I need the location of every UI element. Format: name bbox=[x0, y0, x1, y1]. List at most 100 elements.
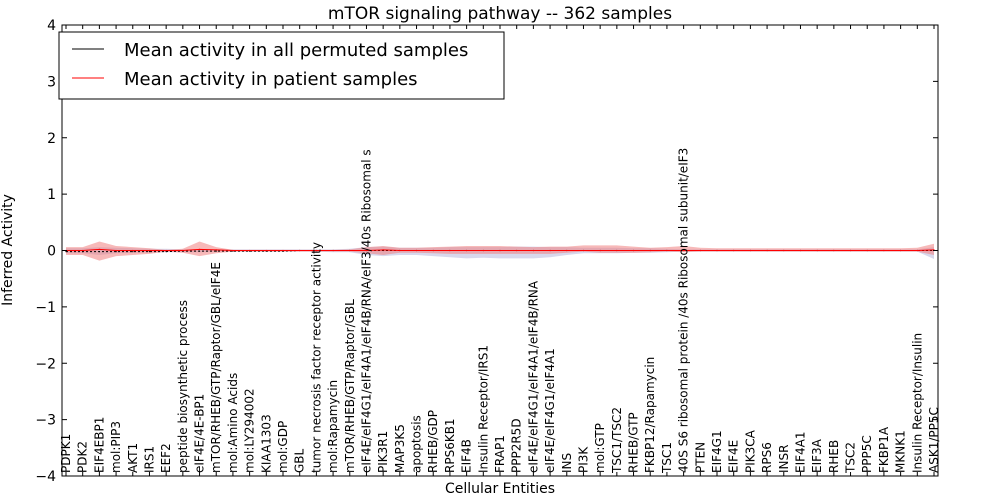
x-tick-label: FKBP1A bbox=[877, 426, 891, 473]
point-patient bbox=[799, 249, 802, 252]
x-tick-label: RPS6 bbox=[760, 442, 774, 473]
point-patient bbox=[249, 249, 251, 252]
point-permuted bbox=[98, 251, 100, 253]
point-patient bbox=[666, 249, 668, 252]
point-patient bbox=[833, 249, 835, 252]
legend-box bbox=[58, 31, 505, 100]
point-patient bbox=[365, 249, 368, 252]
point-patient bbox=[98, 248, 100, 250]
point-permuted bbox=[148, 251, 151, 253]
x-tick-label: PTEN bbox=[693, 442, 707, 473]
point-patient bbox=[165, 249, 167, 252]
x-tick-label: EIF4B bbox=[460, 439, 474, 473]
x-tick-label: RPS6KB1 bbox=[443, 418, 457, 473]
x-tick-label: INSR bbox=[777, 445, 791, 473]
x-tick-label: PPP2R5D bbox=[510, 418, 524, 473]
x-tick-label: EEF2 bbox=[159, 443, 173, 473]
x-tick-label: TSC1 bbox=[660, 442, 674, 474]
chart-title: mTOR signaling pathway -- 362 samples bbox=[328, 4, 672, 24]
x-tick-label: TSC1/TSC2 bbox=[610, 407, 624, 474]
x-tick-label: EIF4A1 bbox=[794, 431, 808, 473]
x-tick-label: PI3K bbox=[577, 446, 591, 473]
y-tick-label: 1 bbox=[47, 187, 56, 203]
x-tick-label: TSC2 bbox=[844, 442, 858, 474]
x-tick-label: INS bbox=[560, 453, 574, 473]
point-patient bbox=[866, 249, 868, 252]
point-patient bbox=[649, 249, 651, 252]
x-tick-label: mol:Rapamycin bbox=[326, 380, 340, 473]
point-patient bbox=[232, 249, 234, 252]
point-patient bbox=[699, 249, 701, 252]
y-tick-label: −1 bbox=[35, 300, 56, 316]
point-patient bbox=[215, 249, 217, 251]
x-tick-label: AKT1 bbox=[126, 443, 140, 473]
point-patient bbox=[783, 249, 785, 252]
x-axis-label: Cellular Entities bbox=[445, 481, 555, 497]
point-patient bbox=[632, 249, 635, 252]
x-tick-label: IRS1 bbox=[143, 446, 157, 473]
x-tick-label: eIF4E/4E-BP1 bbox=[193, 394, 207, 473]
point-patient bbox=[616, 249, 618, 252]
point-patient bbox=[849, 249, 852, 252]
point-patient bbox=[82, 249, 84, 252]
x-tick-label: EIF4G1 bbox=[710, 430, 724, 473]
x-tick-label: PPP5C bbox=[860, 435, 874, 473]
x-tick-label: eIF4E/eIF4G1/eIF4A1/eIF4B/RNA/eIF3/40s R… bbox=[360, 149, 374, 473]
x-tick-label: 40S S6 ribosomal protein /40s Ribosomal … bbox=[677, 148, 691, 473]
x-tick-label: mol:GDP bbox=[276, 421, 290, 473]
y-tick-label: 3 bbox=[47, 74, 56, 90]
x-tick-label: PDK2 bbox=[76, 441, 90, 473]
y-tick-label: −3 bbox=[35, 413, 56, 429]
x-tick-label: apoptosis bbox=[410, 415, 424, 473]
x-tick-label: mol:PIP3 bbox=[109, 421, 123, 473]
x-tick-label: PIK3R1 bbox=[376, 431, 390, 473]
point-patient bbox=[549, 249, 551, 252]
x-tick-label: MKNK1 bbox=[894, 430, 908, 473]
y-axis-label: Inferred Activity bbox=[0, 194, 16, 306]
point-patient bbox=[466, 249, 468, 252]
x-tick-label: mol:Amino Acids bbox=[226, 373, 240, 473]
series-line-permuted bbox=[66, 250, 934, 253]
x-tick-label: Insulin Receptor/IRS1 bbox=[476, 345, 490, 473]
point-patient bbox=[482, 249, 484, 252]
x-tick-label: EIF3A bbox=[810, 438, 824, 473]
x-tick-label: mTOR/RHEB/GTP/Raptor/GBL bbox=[343, 299, 357, 473]
point-patient bbox=[916, 249, 918, 252]
point-patient bbox=[132, 249, 134, 252]
point-patient bbox=[883, 249, 885, 252]
point-patient bbox=[282, 249, 284, 252]
x-tick-label: eIF4E/eIF4G1/eIF4A1/eIF4B/RNA bbox=[526, 280, 540, 473]
x-tick-label: EIF4EBP1 bbox=[92, 417, 106, 473]
point-patient bbox=[516, 249, 518, 252]
legend-label-permuted: Mean activity in all permuted samples bbox=[124, 40, 468, 61]
point-patient bbox=[900, 249, 902, 252]
x-tick-label: mol:LY294002 bbox=[243, 388, 257, 473]
x-tick-label: mTOR/RHEB/GTP/Raptor/GBL/eIF4E bbox=[209, 262, 223, 473]
y-axis: −4 −3 −2 −1 0 1 2 3 4 bbox=[35, 18, 938, 485]
y-tick-label: −2 bbox=[35, 356, 56, 372]
point-permuted bbox=[132, 251, 134, 253]
x-tick-label: KIAA1303 bbox=[259, 414, 273, 473]
point-patient bbox=[148, 249, 151, 252]
point-permuted bbox=[82, 251, 84, 253]
point-patient bbox=[432, 249, 434, 252]
point-patient bbox=[265, 249, 267, 252]
point-patient bbox=[449, 249, 451, 252]
point-patient bbox=[399, 249, 401, 252]
y-tick-label: −4 bbox=[35, 469, 56, 485]
y-tick-label: 2 bbox=[47, 131, 56, 147]
point-patient bbox=[182, 249, 184, 252]
x-tick-label: RHEB bbox=[827, 440, 841, 473]
point-permuted bbox=[165, 251, 167, 253]
point-patient bbox=[816, 249, 818, 252]
point-patient bbox=[716, 249, 718, 252]
legend-label-patient: Mean activity in patient samples bbox=[124, 69, 418, 90]
line-layer bbox=[65, 248, 935, 253]
y-tick-label: 0 bbox=[47, 244, 56, 260]
x-tick-label: FKBP12/Rapamycin bbox=[643, 357, 657, 473]
point-patient bbox=[499, 249, 501, 252]
point-patient bbox=[599, 249, 601, 252]
point-patient bbox=[582, 249, 585, 252]
